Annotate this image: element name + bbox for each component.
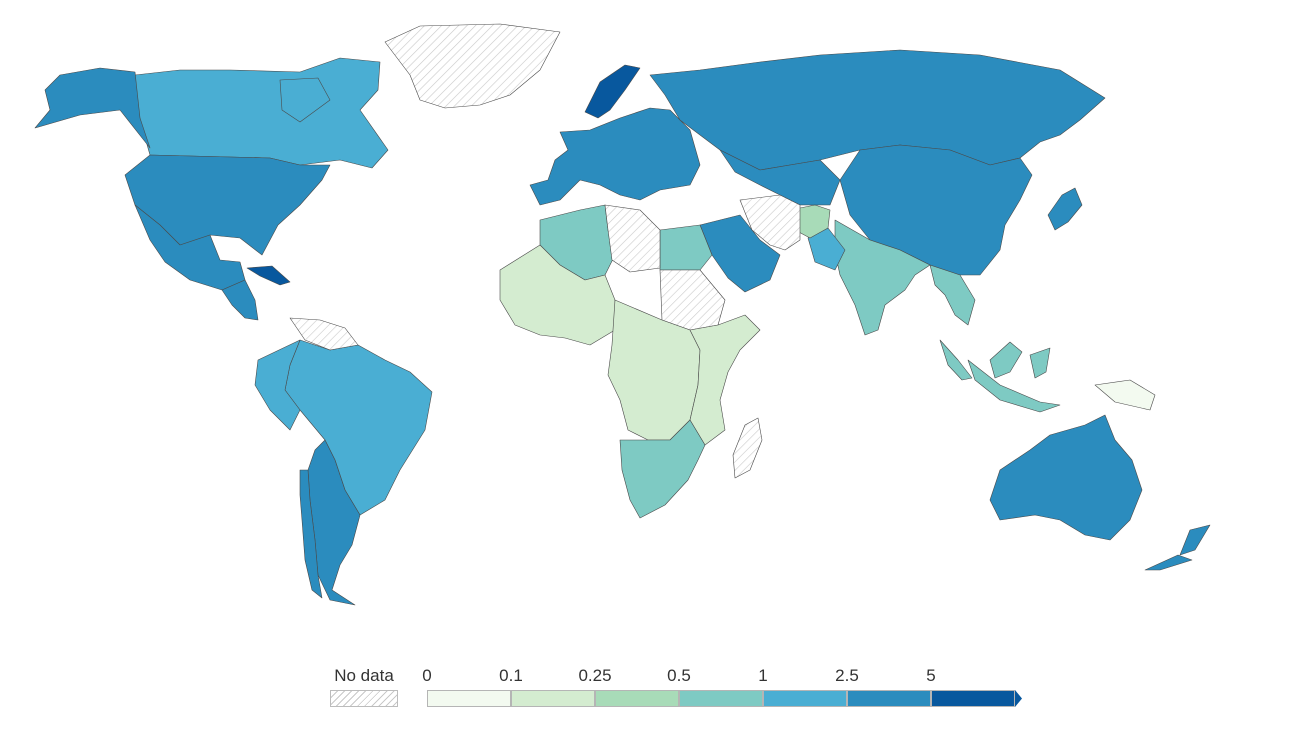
legend-tick-label: 0.25 (578, 666, 612, 685)
region-southeast-asia[interactable] (929, 264, 976, 381)
region-iran[interactable] (739, 194, 801, 251)
region-chile[interactable] (299, 469, 323, 599)
legend-no-data-swatch (330, 690, 398, 707)
legend-bin-5 (847, 690, 931, 707)
legend-tick-label: 0.5 (667, 666, 691, 685)
legend-open-end-arrow (1015, 690, 1022, 707)
map-legend: No data 0 0.1 0.25 0.5 1 2.5 5 (0, 650, 1300, 720)
legend-bin-3 (679, 690, 763, 707)
region-papua-new-guinea[interactable] (1094, 379, 1156, 411)
region-central-america[interactable] (221, 279, 259, 321)
region-libya[interactable] (604, 204, 661, 273)
region-australia[interactable] (989, 414, 1143, 541)
legend-tick-label: 1 (758, 666, 768, 685)
region-venezuela[interactable] (289, 317, 359, 351)
legend-no-data-label: No data (334, 666, 394, 685)
region-east-africa[interactable] (689, 314, 761, 446)
region-alaska[interactable] (34, 67, 151, 149)
region-northern-europe[interactable] (529, 107, 701, 206)
legend-bin-1 (511, 690, 595, 707)
legend-bin-6 (931, 690, 1015, 707)
legend-bin-4 (763, 690, 847, 707)
region-indonesia[interactable] (967, 341, 1061, 413)
legend-bin-0 (427, 690, 511, 707)
legend-bin-2 (595, 690, 679, 707)
region-mexico[interactable] (134, 204, 246, 291)
legend-tick-label: 0 (422, 666, 432, 685)
legend-tick-label: 2.5 (835, 666, 859, 685)
region-norway[interactable] (584, 64, 641, 119)
region-madagascar[interactable] (732, 417, 763, 479)
region-india[interactable] (834, 219, 931, 336)
region-southern-africa[interactable] (619, 419, 706, 519)
region-sudan[interactable] (659, 269, 726, 331)
legend-tick-label: 5 (926, 666, 936, 685)
world-map (34, 23, 1211, 606)
region-saudi-arabia[interactable] (699, 214, 781, 293)
legend-arrow-head (1015, 690, 1022, 707)
region-peru[interactable] (254, 339, 301, 431)
region-new-zealand[interactable] (1144, 524, 1211, 571)
region-greenland[interactable] (384, 23, 561, 109)
region-canada[interactable] (134, 57, 389, 169)
region-japan[interactable] (1047, 187, 1083, 231)
region-central-asia[interactable] (719, 149, 841, 206)
legend-tick-label: 0.1 (499, 666, 523, 685)
region-cuba[interactable] (246, 265, 291, 286)
